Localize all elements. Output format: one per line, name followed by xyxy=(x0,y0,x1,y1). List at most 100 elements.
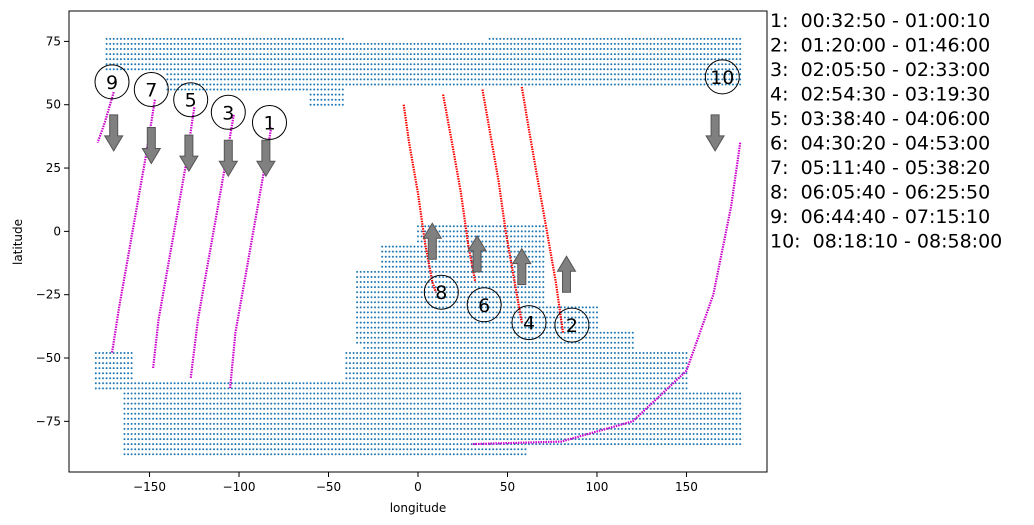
map-dot xyxy=(510,53,513,56)
map-dot xyxy=(220,78,223,81)
map-dot xyxy=(563,58,566,61)
map-dot xyxy=(578,397,581,400)
map-dot xyxy=(528,402,530,405)
map-dot xyxy=(331,37,334,40)
map-dot xyxy=(238,37,240,40)
map-dot xyxy=(356,331,359,334)
map-dot xyxy=(488,281,491,283)
map-dot xyxy=(506,402,509,405)
map-dot xyxy=(492,250,495,253)
map-dot xyxy=(406,336,409,339)
map-dot xyxy=(345,58,348,61)
map-dot xyxy=(170,73,172,76)
map-dot xyxy=(263,407,266,410)
map-dot xyxy=(323,417,326,420)
map-dot xyxy=(513,341,516,344)
map-dot xyxy=(374,412,376,415)
map-dot xyxy=(438,357,441,359)
map-dot xyxy=(377,311,380,314)
map-dot xyxy=(334,422,337,425)
map-dot xyxy=(520,331,523,334)
map-dot xyxy=(474,58,477,61)
map-dot xyxy=(195,412,198,415)
map-dot xyxy=(227,407,230,410)
map-dot xyxy=(467,316,470,319)
map-dot xyxy=(470,352,473,354)
map-dot xyxy=(406,352,409,354)
map-dot xyxy=(542,341,545,344)
map-dot xyxy=(105,63,108,66)
map-dot xyxy=(492,306,495,309)
map-dot xyxy=(445,352,448,354)
map-dot xyxy=(413,53,416,56)
map-dot xyxy=(456,448,459,451)
map-dot xyxy=(524,407,527,410)
map-dot xyxy=(570,367,573,370)
map-dot xyxy=(452,367,455,370)
map-dot xyxy=(520,311,523,314)
map-dot xyxy=(356,296,359,299)
map-dot xyxy=(334,93,337,96)
map-dot xyxy=(316,93,319,96)
map-dot xyxy=(524,448,527,451)
map-dot xyxy=(309,387,312,390)
map-dot xyxy=(449,235,452,238)
map-dot xyxy=(384,443,387,446)
map-dot xyxy=(431,433,434,435)
map-dot xyxy=(578,326,581,329)
map-dot xyxy=(331,422,334,425)
map-dot xyxy=(463,78,466,81)
map-dot xyxy=(241,88,244,91)
map-dot xyxy=(449,53,452,56)
map-dot xyxy=(374,438,376,441)
map-dot xyxy=(191,42,194,45)
map-dot xyxy=(248,427,251,430)
map-dot xyxy=(452,73,455,76)
map-dot xyxy=(506,326,509,329)
map-dot xyxy=(402,407,405,410)
map-dot xyxy=(388,336,391,339)
map-dot xyxy=(538,53,541,56)
map-dot xyxy=(420,255,423,258)
map-dot xyxy=(352,68,355,71)
map-dot xyxy=(520,377,523,380)
map-dot xyxy=(495,68,498,71)
map-dot xyxy=(460,68,462,71)
map-dot xyxy=(298,448,301,451)
map-dot xyxy=(341,438,344,441)
map-dot xyxy=(116,357,119,359)
map-dot xyxy=(402,357,405,359)
map-dot xyxy=(574,48,577,50)
map-dot xyxy=(542,372,545,375)
map-dot xyxy=(520,230,523,233)
map-dot xyxy=(288,37,291,40)
map-dot xyxy=(320,63,323,66)
map-dot xyxy=(241,73,244,76)
map-dot xyxy=(141,58,144,61)
map-dot xyxy=(502,377,505,380)
map-dot xyxy=(556,321,559,324)
map-dot xyxy=(127,453,130,456)
map-dot xyxy=(377,397,380,400)
map-dot xyxy=(463,270,466,273)
map-dot xyxy=(291,422,294,425)
map-dot xyxy=(291,407,294,410)
map-dot xyxy=(409,402,412,405)
map-dot xyxy=(474,63,477,66)
map-dot xyxy=(384,382,387,385)
map-dot xyxy=(502,346,505,349)
map-dot xyxy=(238,78,240,81)
map-dot xyxy=(477,276,480,278)
map-dot xyxy=(313,42,316,45)
map-dot xyxy=(524,48,527,50)
map-dot xyxy=(148,392,151,395)
map-dot xyxy=(542,357,545,359)
map-dot xyxy=(191,387,194,390)
map-dot xyxy=(452,245,455,248)
map-dot xyxy=(112,387,115,390)
map-dot xyxy=(102,362,104,365)
map-dot xyxy=(434,352,437,354)
map-dot xyxy=(227,443,230,446)
map-dot xyxy=(306,453,308,456)
map-dot xyxy=(377,377,380,380)
